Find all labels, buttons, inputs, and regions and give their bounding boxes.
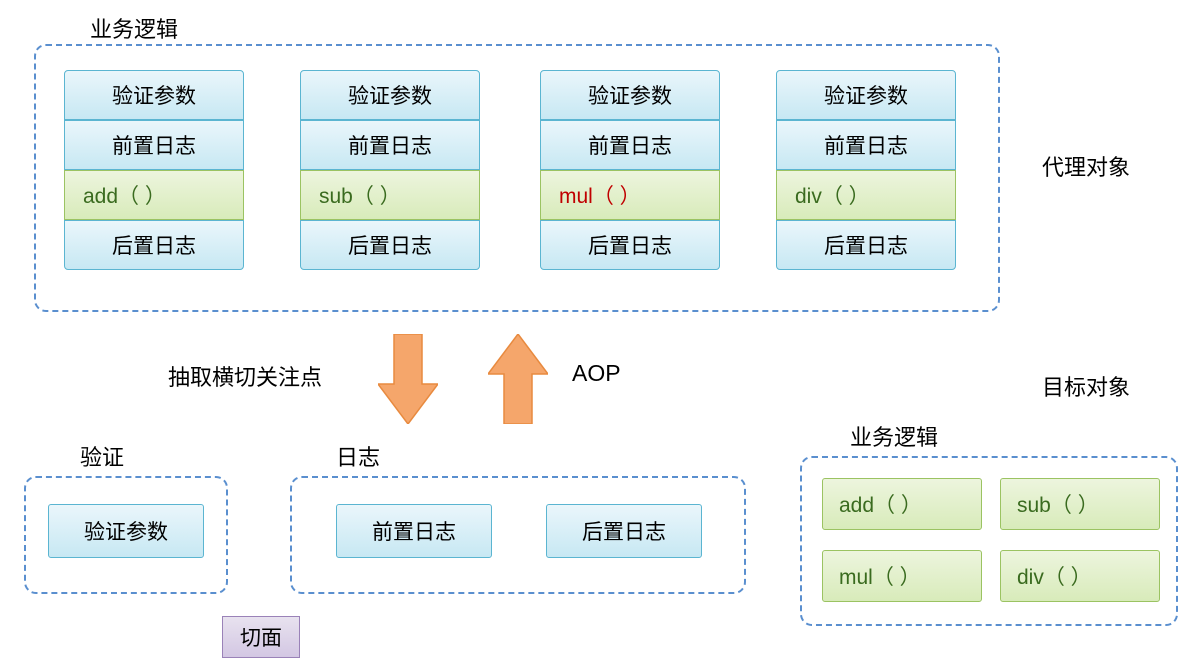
validate-cell: 验证参数 xyxy=(300,70,480,120)
after-log-cell: 后置日志 xyxy=(776,220,956,270)
target-method-cell: mul（ ） xyxy=(822,550,982,602)
proxy-title: 业务逻辑 xyxy=(90,12,178,44)
proxy-side-label: 代理对象 xyxy=(1042,150,1130,182)
validate-aspect-cell: 验证参数 xyxy=(48,504,204,558)
arrow-down-label: 抽取横切关注点 xyxy=(168,360,322,392)
proxy-col-2: 验证参数 前置日志 mul（ ） 后置日志 xyxy=(540,70,720,270)
method-cell: mul（ ） xyxy=(540,170,720,220)
target-method-cell: div（ ） xyxy=(1000,550,1160,602)
before-log-cell: 前置日志 xyxy=(64,120,244,170)
validate-group-title: 验证 xyxy=(80,440,124,472)
arrow-up-label: AOP xyxy=(572,360,621,387)
arrow-down-icon xyxy=(378,334,438,424)
aspect-tag: 切面 xyxy=(222,616,300,658)
log-group-title: 日志 xyxy=(336,440,380,472)
after-log-cell: 后置日志 xyxy=(300,220,480,270)
validate-cell: 验证参数 xyxy=(64,70,244,120)
target-title: 业务逻辑 xyxy=(850,420,938,452)
after-log-cell: 后置日志 xyxy=(540,220,720,270)
validate-cell: 验证参数 xyxy=(776,70,956,120)
proxy-col-3: 验证参数 前置日志 div（ ） 后置日志 xyxy=(776,70,956,270)
after-log-cell: 后置日志 xyxy=(64,220,244,270)
arrow-up-icon xyxy=(488,334,548,424)
target-method-cell: add（ ） xyxy=(822,478,982,530)
proxy-col-0: 验证参数 前置日志 add（ ） 后置日志 xyxy=(64,70,244,270)
before-log-cell: 前置日志 xyxy=(540,120,720,170)
validate-cell: 验证参数 xyxy=(540,70,720,120)
method-cell: sub（ ） xyxy=(300,170,480,220)
method-cell: div（ ） xyxy=(776,170,956,220)
before-log-cell: 前置日志 xyxy=(776,120,956,170)
proxy-col-1: 验证参数 前置日志 sub（ ） 后置日志 xyxy=(300,70,480,270)
target-side-label: 目标对象 xyxy=(1042,370,1130,402)
after-log-aspect-cell: 后置日志 xyxy=(546,504,702,558)
before-log-cell: 前置日志 xyxy=(300,120,480,170)
before-log-aspect-cell: 前置日志 xyxy=(336,504,492,558)
method-cell: add（ ） xyxy=(64,170,244,220)
target-method-cell: sub（ ） xyxy=(1000,478,1160,530)
